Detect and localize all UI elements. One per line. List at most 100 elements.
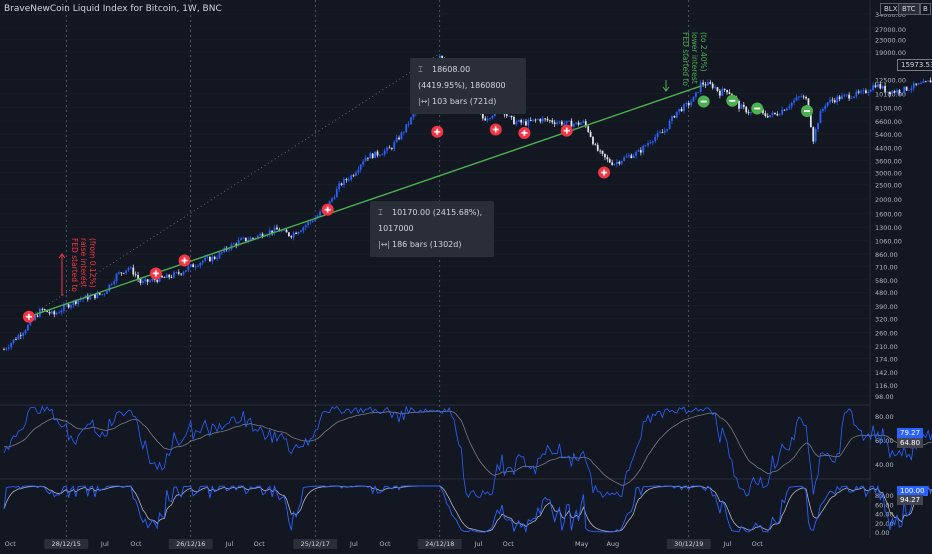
candle-body <box>793 100 795 103</box>
x-tick-label: May <box>575 540 589 548</box>
rsi-ma-value-label: 64.80 <box>897 438 924 448</box>
candle-body <box>865 90 867 94</box>
candle-body <box>271 230 274 233</box>
candle-body <box>129 267 132 269</box>
candle-body <box>132 267 135 275</box>
y-tick-label: 19000.00 <box>875 49 906 57</box>
candle-body <box>766 116 769 118</box>
y-tick-label: 98.00 <box>875 393 894 401</box>
candle-body <box>627 155 630 157</box>
candle-body <box>704 84 707 86</box>
x-date-marker-bg <box>293 539 338 549</box>
x-date-marker: 28/12/15 <box>52 540 81 548</box>
x-tick-label: Jul <box>722 540 731 548</box>
candle-body <box>525 121 527 126</box>
candle-body <box>809 112 812 128</box>
candle-body <box>541 118 544 122</box>
stoch-d-line <box>3 485 932 532</box>
candle-body <box>151 278 154 281</box>
candle-body <box>745 106 748 113</box>
candle-body <box>101 294 104 295</box>
candle-body <box>316 215 319 219</box>
x-tick-label: Jul <box>100 540 109 548</box>
x-tick-label: Oct <box>130 540 142 548</box>
plus-icon <box>563 127 570 134</box>
candle-body <box>857 91 860 93</box>
candle-body <box>120 272 123 274</box>
candle-body <box>288 232 290 237</box>
candle-body <box>845 94 848 96</box>
candle-body <box>874 85 877 88</box>
candle-body <box>867 91 870 94</box>
x-tick-label: Jul <box>224 540 233 548</box>
candle-body <box>692 96 695 102</box>
candle-body <box>237 240 240 246</box>
symbol-badge-b[interactable]: B <box>920 3 931 15</box>
y-tick-label: 580.00 <box>875 277 898 285</box>
candle-body <box>244 237 247 241</box>
candle-body <box>113 281 116 285</box>
candle-body <box>388 147 391 149</box>
candle-body <box>532 119 535 121</box>
candle-body <box>89 295 92 300</box>
candle-body <box>307 222 309 226</box>
candle-body <box>728 92 731 94</box>
candle-body <box>726 89 728 93</box>
candle-body <box>517 119 520 122</box>
candle-body <box>309 221 312 223</box>
candle-body <box>915 83 918 85</box>
candle-body <box>893 91 896 93</box>
measure-tooltip-1: ⌶ 18608.00 (4419.95%), 1860800 |↔| 103 bar… <box>410 58 526 114</box>
candle-body <box>50 311 53 314</box>
rsi-tick-label: 60.00 <box>875 437 894 445</box>
candle-body <box>570 120 573 127</box>
x-tick-label: Oct <box>503 540 515 548</box>
candle-body <box>357 169 360 173</box>
candle-body <box>62 304 65 311</box>
candle-body <box>697 92 700 93</box>
candle-body <box>304 225 307 228</box>
annotation-line: FED started to <box>70 238 79 292</box>
candle-body <box>568 120 570 122</box>
candle-body <box>333 197 336 199</box>
y-tick-label: 116.00 <box>875 382 898 390</box>
candle-body <box>53 311 56 315</box>
y-tick-label: 1060.00 <box>875 237 902 245</box>
candle-body <box>819 110 822 124</box>
measure-1-bars: 103 bars (721d) <box>432 97 497 106</box>
symbol-badge-btc[interactable]: BTC <box>898 3 920 15</box>
candle-body <box>850 97 853 99</box>
y-tick-label: 2000.00 <box>875 196 902 204</box>
candle-body <box>802 96 805 98</box>
candle-body <box>738 100 740 109</box>
candle-body <box>412 113 415 118</box>
candle-body <box>386 147 388 151</box>
x-date-marker-bg <box>666 539 711 549</box>
candle-body <box>228 249 230 251</box>
candle-body <box>110 284 113 285</box>
candle-body <box>122 273 125 274</box>
candle-body <box>680 108 683 112</box>
candle-body <box>534 119 537 121</box>
candle-body <box>604 153 606 158</box>
candle-body <box>929 80 932 83</box>
candle-body <box>869 90 872 92</box>
candle-body <box>695 92 697 97</box>
candle-body <box>125 270 128 274</box>
candle-body <box>118 272 120 274</box>
y-tick-label: 210.00 <box>875 343 898 351</box>
candle-body <box>158 275 161 282</box>
candle-body <box>280 230 283 232</box>
candle-body <box>60 310 63 313</box>
candle-body <box>340 183 343 185</box>
candle-body <box>10 343 13 348</box>
candle-body <box>139 279 142 284</box>
candle-body <box>240 238 242 241</box>
candle-body <box>922 81 925 84</box>
candle-body <box>350 175 353 180</box>
annotation-line: (from 0.12%) <box>88 238 97 288</box>
candle-body <box>771 112 774 115</box>
candle-body <box>371 153 374 158</box>
candle-body <box>187 266 190 271</box>
